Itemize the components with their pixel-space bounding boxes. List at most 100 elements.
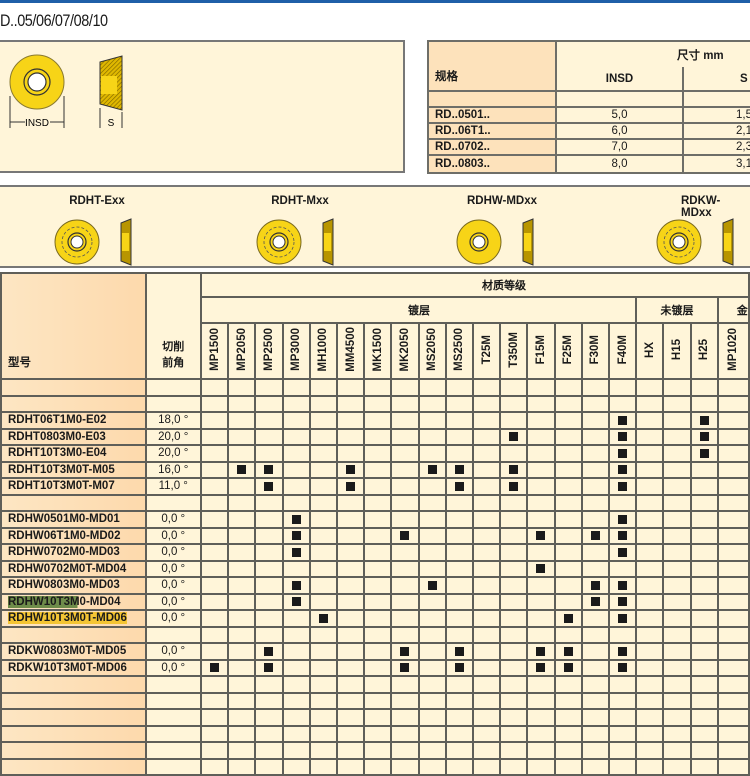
grade-cell: [526, 658, 556, 677]
available-mark-icon: [400, 663, 410, 673]
grade-column-header: MK2050: [390, 322, 420, 380]
grade-cell: [227, 411, 257, 430]
available-mark-icon: [590, 580, 600, 590]
empty-row: [0, 708, 750, 727]
grade-cell: [580, 460, 611, 479]
grade-cell: [607, 444, 638, 463]
grade-cell: [716, 642, 750, 661]
grade-cell: [363, 427, 393, 446]
grade-cell: [471, 576, 502, 595]
grade-cell: [254, 477, 284, 496]
grade-column-header: F15M: [526, 322, 556, 380]
grade-cell: [662, 477, 692, 496]
table-row: RDHW0702M0T-MD04 0,0 °: [0, 559, 750, 578]
grade-column-header: H15: [662, 322, 692, 380]
empty-row: [0, 394, 750, 413]
grade-cell: [281, 411, 311, 430]
available-mark-icon: [618, 547, 628, 557]
dimension-table: 规格 尺寸 mm INSD S RD..0501..5,01,5RD..06T1…: [427, 40, 750, 174]
grade-cell: [635, 609, 665, 628]
grade-cell: [635, 427, 665, 446]
available-mark-icon: [536, 531, 546, 541]
grade-cell: [227, 510, 257, 529]
grade-cell: [308, 543, 338, 562]
grade-cell: [471, 427, 502, 446]
spec-cell: RD..0501..: [427, 106, 557, 124]
grade-cell: [417, 658, 447, 677]
grade-cell: [716, 411, 750, 430]
grade-cell: [417, 543, 447, 562]
grade-cell: [553, 427, 583, 446]
available-mark-icon: [563, 613, 573, 623]
grade-cell: [607, 658, 638, 677]
empty-row: [0, 675, 750, 694]
grade-cell: [281, 460, 311, 479]
grade-cell: [363, 592, 393, 611]
insd-label: INSD: [25, 118, 49, 129]
available-mark-icon: [318, 613, 328, 623]
grade-cell: [635, 526, 665, 545]
grade-cell: [417, 609, 447, 628]
model-text: RDHW0702M0-MD03: [8, 546, 120, 559]
grade-cell: [227, 526, 257, 545]
grade-cell: [471, 559, 502, 578]
grade-cell: [635, 642, 665, 661]
grade-cell: [689, 444, 719, 463]
grade-cell: [662, 411, 692, 430]
grade-cell: [689, 526, 719, 545]
available-mark-icon: [454, 481, 464, 491]
grade-cell: [689, 411, 719, 430]
grade-cell: [227, 477, 257, 496]
table-row: RDHW10T3M0-MD04 0,0 °: [0, 592, 750, 611]
available-mark-icon: [618, 613, 628, 623]
grade-cell: [199, 526, 230, 545]
angle-cell: 0,0 °: [144, 526, 202, 545]
grade-cell: [580, 444, 611, 463]
s-cell: 1,5: [682, 106, 750, 124]
table-row: RDHW0702M0-MD03 0,0 °: [0, 543, 750, 562]
grade-cell: [553, 658, 583, 677]
angle-cell: 0,0 °: [144, 510, 202, 529]
available-mark-icon: [237, 465, 247, 475]
insert-diagram: INSD S: [9, 54, 123, 129]
angle-cell: 20,0 °: [144, 427, 202, 446]
grade-cell: [308, 510, 338, 529]
grade-cell: [526, 477, 556, 496]
model-cell: RDHW10T3M0-MD04: [0, 592, 147, 611]
grade-cell: [281, 559, 311, 578]
angle-cell: 0,0 °: [144, 559, 202, 578]
grade-cell: [308, 559, 338, 578]
available-mark-icon: [618, 597, 628, 607]
grade-cell: [689, 592, 719, 611]
grade-cell: [689, 427, 719, 446]
available-mark-icon: [536, 646, 546, 656]
grade-cell: [390, 642, 420, 661]
grade-table: 型号 切削 前角 材质等级 镀层 未镀层 金 MP1500 MP2050 MP2500 MP…: [0, 272, 750, 776]
grade-cell: [580, 510, 611, 529]
empty-row: [0, 757, 750, 776]
grade-cell: [553, 609, 583, 628]
model-cell: RDHT06T1M0-E02: [0, 411, 147, 430]
available-mark-icon: [699, 448, 709, 458]
model-text: RDHW10T3M0T-MD06: [8, 612, 127, 625]
angle-cell: 0,0 °: [144, 576, 202, 595]
model-cell: RDHW0501M0-MD01: [0, 510, 147, 529]
grade-cell: [390, 526, 420, 545]
grade-cell: [444, 411, 474, 430]
grade-cell: [254, 559, 284, 578]
grade-cell: [199, 510, 230, 529]
grade-cell: [254, 592, 284, 611]
grade-cell: [689, 460, 719, 479]
grade-cell: [553, 510, 583, 529]
available-mark-icon: [264, 481, 274, 491]
grade-cell: [553, 460, 583, 479]
grade-cell: [444, 576, 474, 595]
grade-cell: [227, 642, 257, 661]
grade-cell: [553, 444, 583, 463]
grade-cell: [281, 658, 311, 677]
grade-cell: [716, 460, 750, 479]
top-bar: [0, 0, 750, 3]
grade-cell: [689, 543, 719, 562]
available-mark-icon: [618, 448, 628, 458]
table-row: RDKW0803M0T-MD05 0,0 °: [0, 642, 750, 661]
